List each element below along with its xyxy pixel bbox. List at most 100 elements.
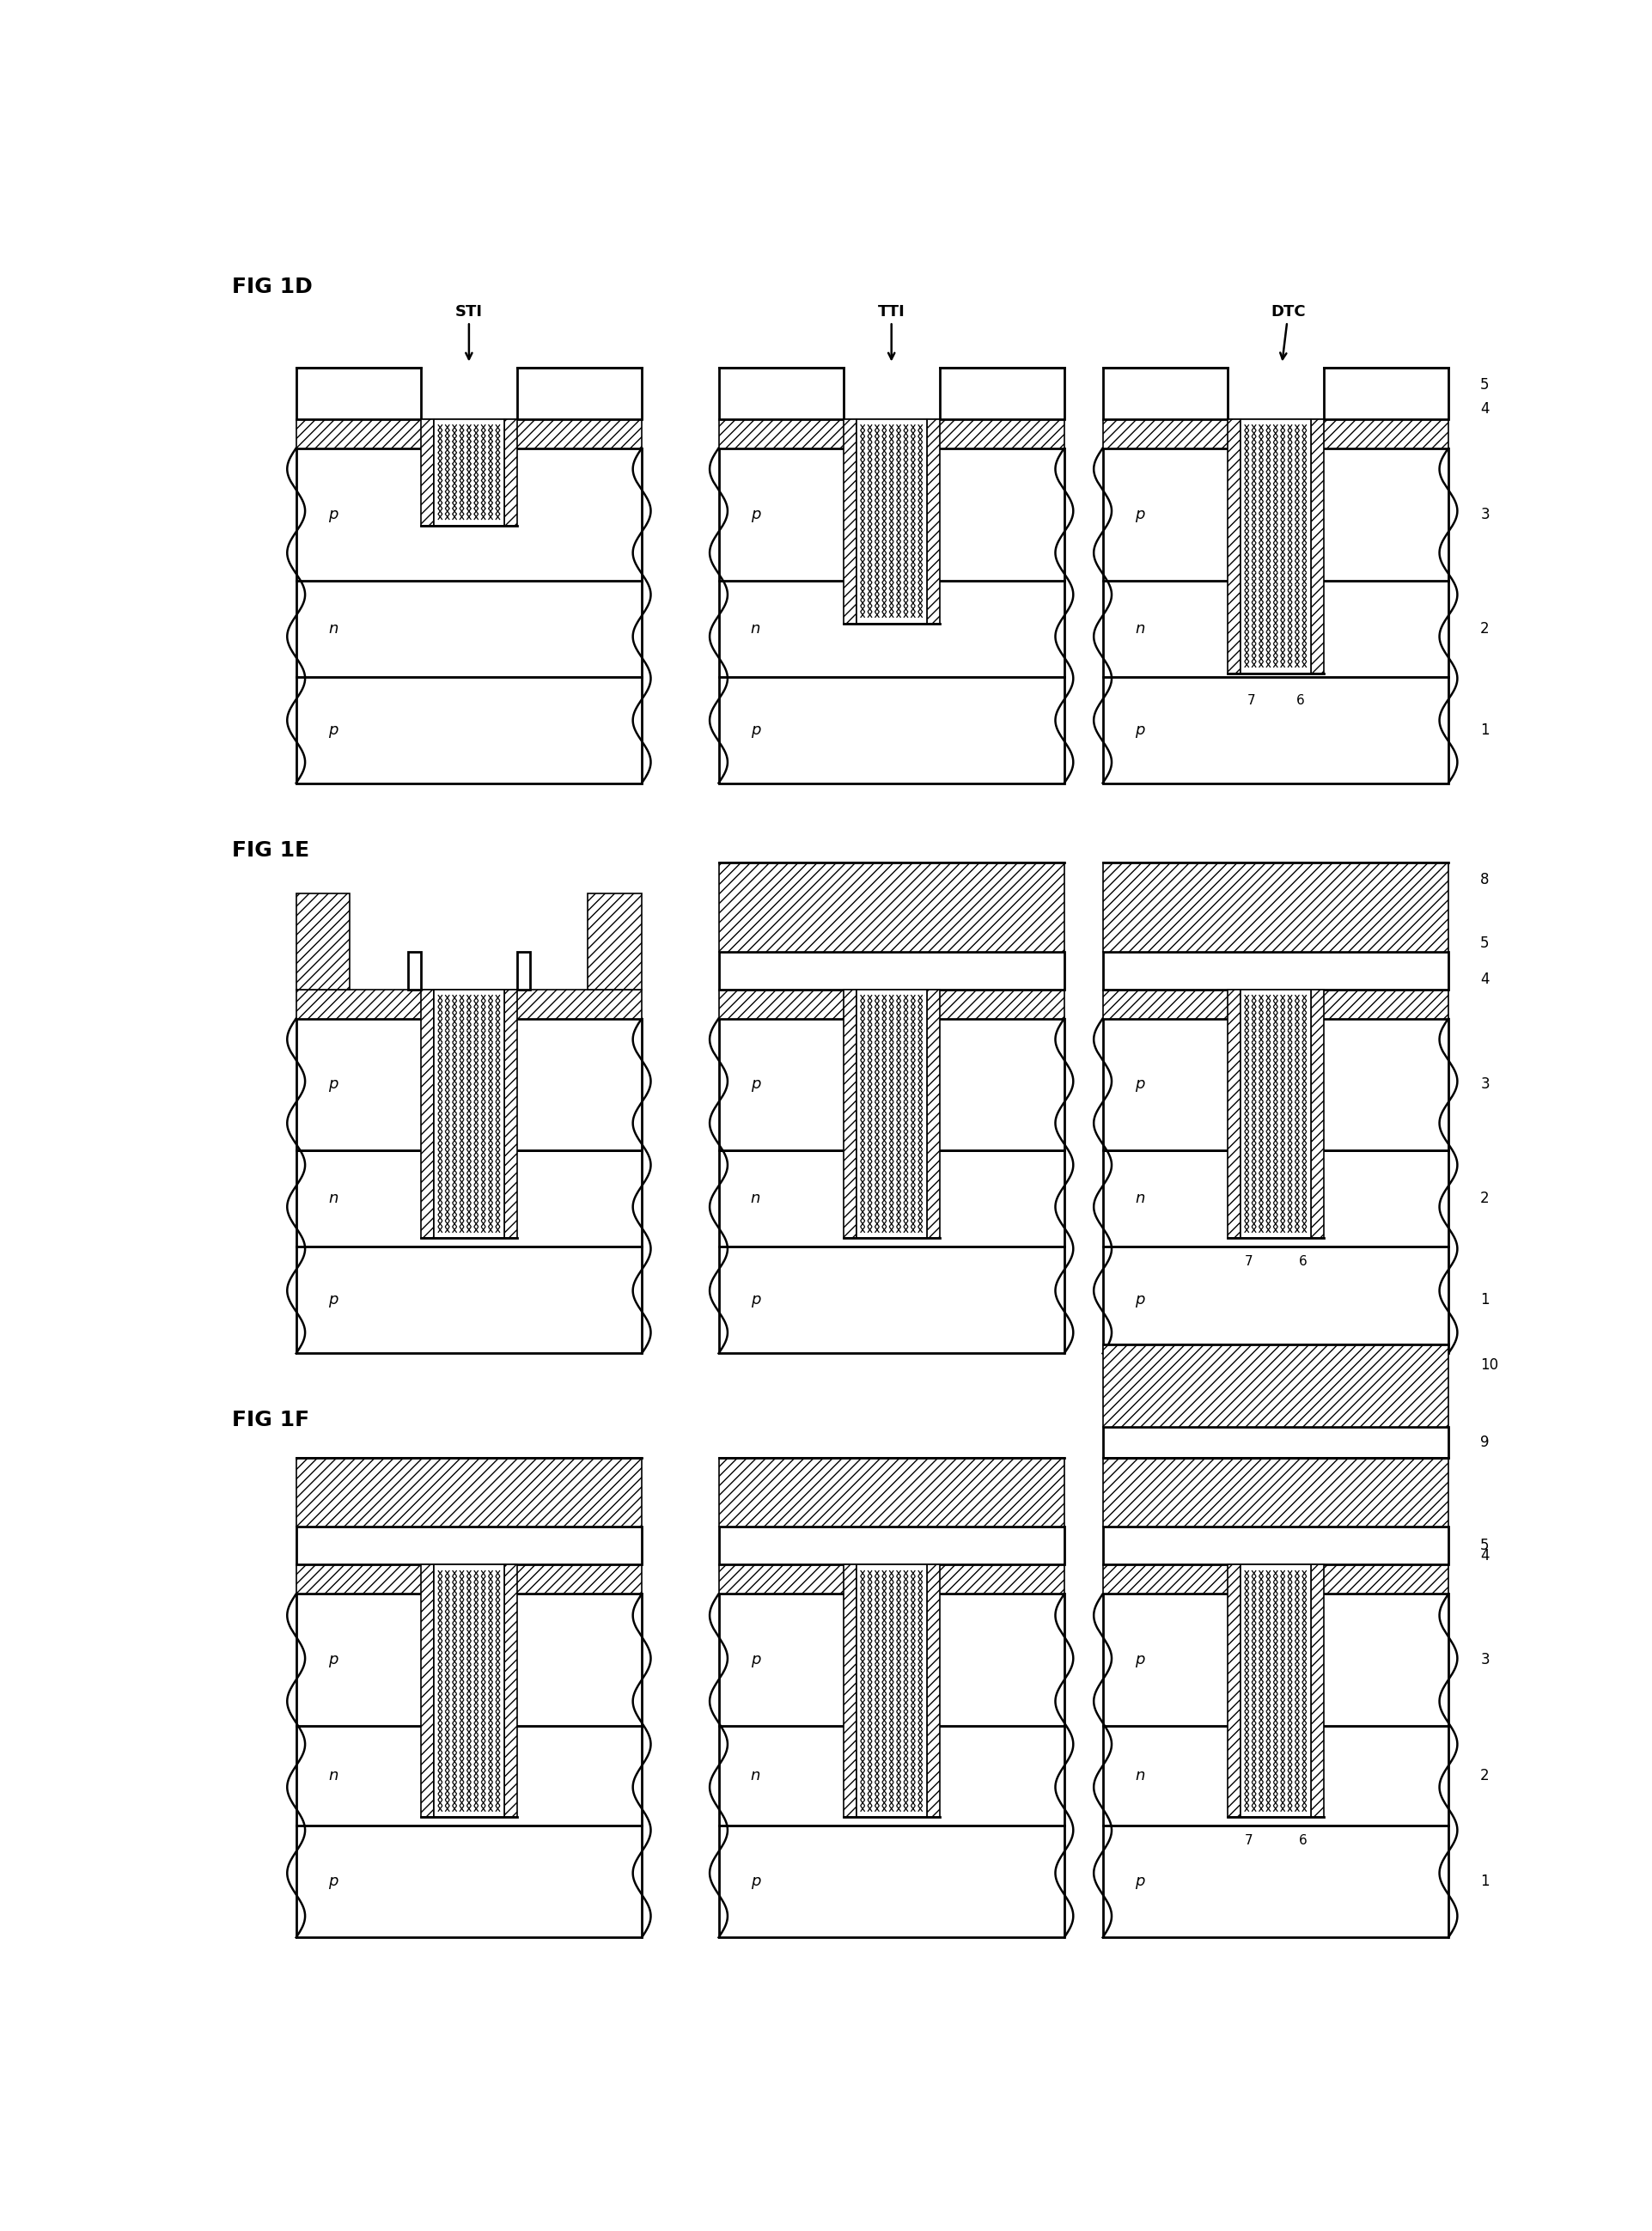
Text: 7: 7 (1244, 1256, 1252, 1269)
Bar (719, 1017, 1064, 1151)
Text: 3: 3 (1480, 1653, 1490, 1669)
Text: n: n (329, 620, 339, 636)
Text: TTI: TTI (877, 303, 905, 359)
Bar (296, 1727, 643, 1825)
Text: n: n (750, 1769, 760, 1785)
Bar (296, 988, 643, 1017)
Text: 4: 4 (1480, 402, 1490, 417)
Bar (1104, 580, 1449, 676)
Bar (1241, 1564, 1310, 1818)
Bar (1227, 1564, 1241, 1818)
Bar (296, 1564, 643, 1593)
Bar (517, 368, 641, 419)
Bar (1241, 419, 1310, 674)
Bar (296, 1151, 643, 1247)
Bar (296, 1593, 643, 1727)
Bar (296, 1247, 643, 1354)
Text: p: p (1135, 1653, 1145, 1669)
Bar (296, 1526, 643, 1564)
Text: 6: 6 (1295, 694, 1305, 707)
Bar (296, 580, 643, 676)
Bar (1104, 1151, 1449, 1247)
Text: 6: 6 (1298, 1834, 1307, 1847)
Bar (719, 1526, 1064, 1564)
Bar (434, 1564, 504, 1818)
Text: 10: 10 (1480, 1359, 1498, 1372)
Bar (927, 419, 940, 622)
Text: p: p (1135, 506, 1145, 522)
Text: FIG 1E: FIG 1E (233, 839, 309, 861)
Text: 5: 5 (1480, 377, 1490, 393)
Bar (856, 1564, 927, 1818)
Bar (296, 1017, 643, 1151)
Bar (408, 950, 421, 988)
Text: 5: 5 (1480, 1537, 1490, 1553)
Bar (844, 1564, 856, 1818)
Bar (719, 676, 1064, 783)
Bar (588, 892, 643, 988)
Text: p: p (329, 1874, 339, 1890)
Text: p: p (1135, 723, 1145, 738)
Bar (1323, 368, 1449, 419)
Bar (296, 448, 643, 580)
Bar (1104, 419, 1449, 448)
Text: p: p (750, 1292, 760, 1307)
Bar (719, 1564, 1064, 1593)
Bar (719, 580, 1064, 676)
Bar (1104, 861, 1449, 950)
Bar (296, 419, 643, 448)
Bar (719, 861, 1064, 950)
Bar (504, 419, 517, 527)
Bar (1241, 988, 1310, 1238)
Bar (719, 950, 1064, 988)
Text: 9: 9 (1480, 1435, 1490, 1450)
Text: p: p (1135, 1874, 1145, 1890)
Text: n: n (750, 620, 760, 636)
Bar (1104, 1564, 1449, 1593)
Bar (296, 676, 643, 783)
Text: FIG 1D: FIG 1D (233, 277, 312, 297)
Text: DTC: DTC (1270, 303, 1305, 359)
Text: 4: 4 (1480, 970, 1490, 986)
Text: 1: 1 (1480, 1292, 1490, 1307)
Bar (434, 988, 504, 1238)
Text: p: p (750, 1653, 760, 1669)
Bar (1310, 988, 1323, 1238)
Bar (1104, 1825, 1449, 1937)
Bar (1227, 988, 1241, 1238)
Text: 3: 3 (1480, 506, 1490, 522)
Text: p: p (1135, 1078, 1145, 1093)
Bar (1104, 1017, 1449, 1151)
Text: 6: 6 (1298, 1256, 1307, 1269)
Bar (296, 368, 421, 419)
Text: n: n (329, 1191, 339, 1207)
Text: 3: 3 (1480, 1078, 1490, 1093)
Text: p: p (750, 723, 760, 738)
Bar (504, 1564, 517, 1818)
Bar (517, 950, 530, 988)
Bar (1227, 419, 1241, 674)
Bar (1104, 1247, 1449, 1354)
Bar (1104, 950, 1449, 988)
Text: 4: 4 (1480, 1548, 1490, 1564)
Text: 2: 2 (1480, 1191, 1490, 1207)
Bar (296, 1825, 643, 1937)
Text: n: n (1135, 1769, 1145, 1785)
Bar (719, 1151, 1064, 1247)
Bar (1104, 676, 1449, 783)
Bar (296, 1459, 643, 1526)
Bar (719, 1727, 1064, 1825)
Bar (1104, 368, 1227, 419)
Bar (844, 419, 856, 622)
Text: p: p (750, 506, 760, 522)
Text: p: p (329, 506, 339, 522)
Bar (421, 419, 434, 527)
Text: n: n (1135, 620, 1145, 636)
Text: 7: 7 (1247, 694, 1256, 707)
Bar (1104, 1727, 1449, 1825)
Text: 8: 8 (1480, 872, 1490, 888)
Text: FIG 1F: FIG 1F (233, 1410, 309, 1430)
Text: p: p (329, 1292, 339, 1307)
Bar (1104, 448, 1449, 580)
Text: p: p (329, 1653, 339, 1669)
